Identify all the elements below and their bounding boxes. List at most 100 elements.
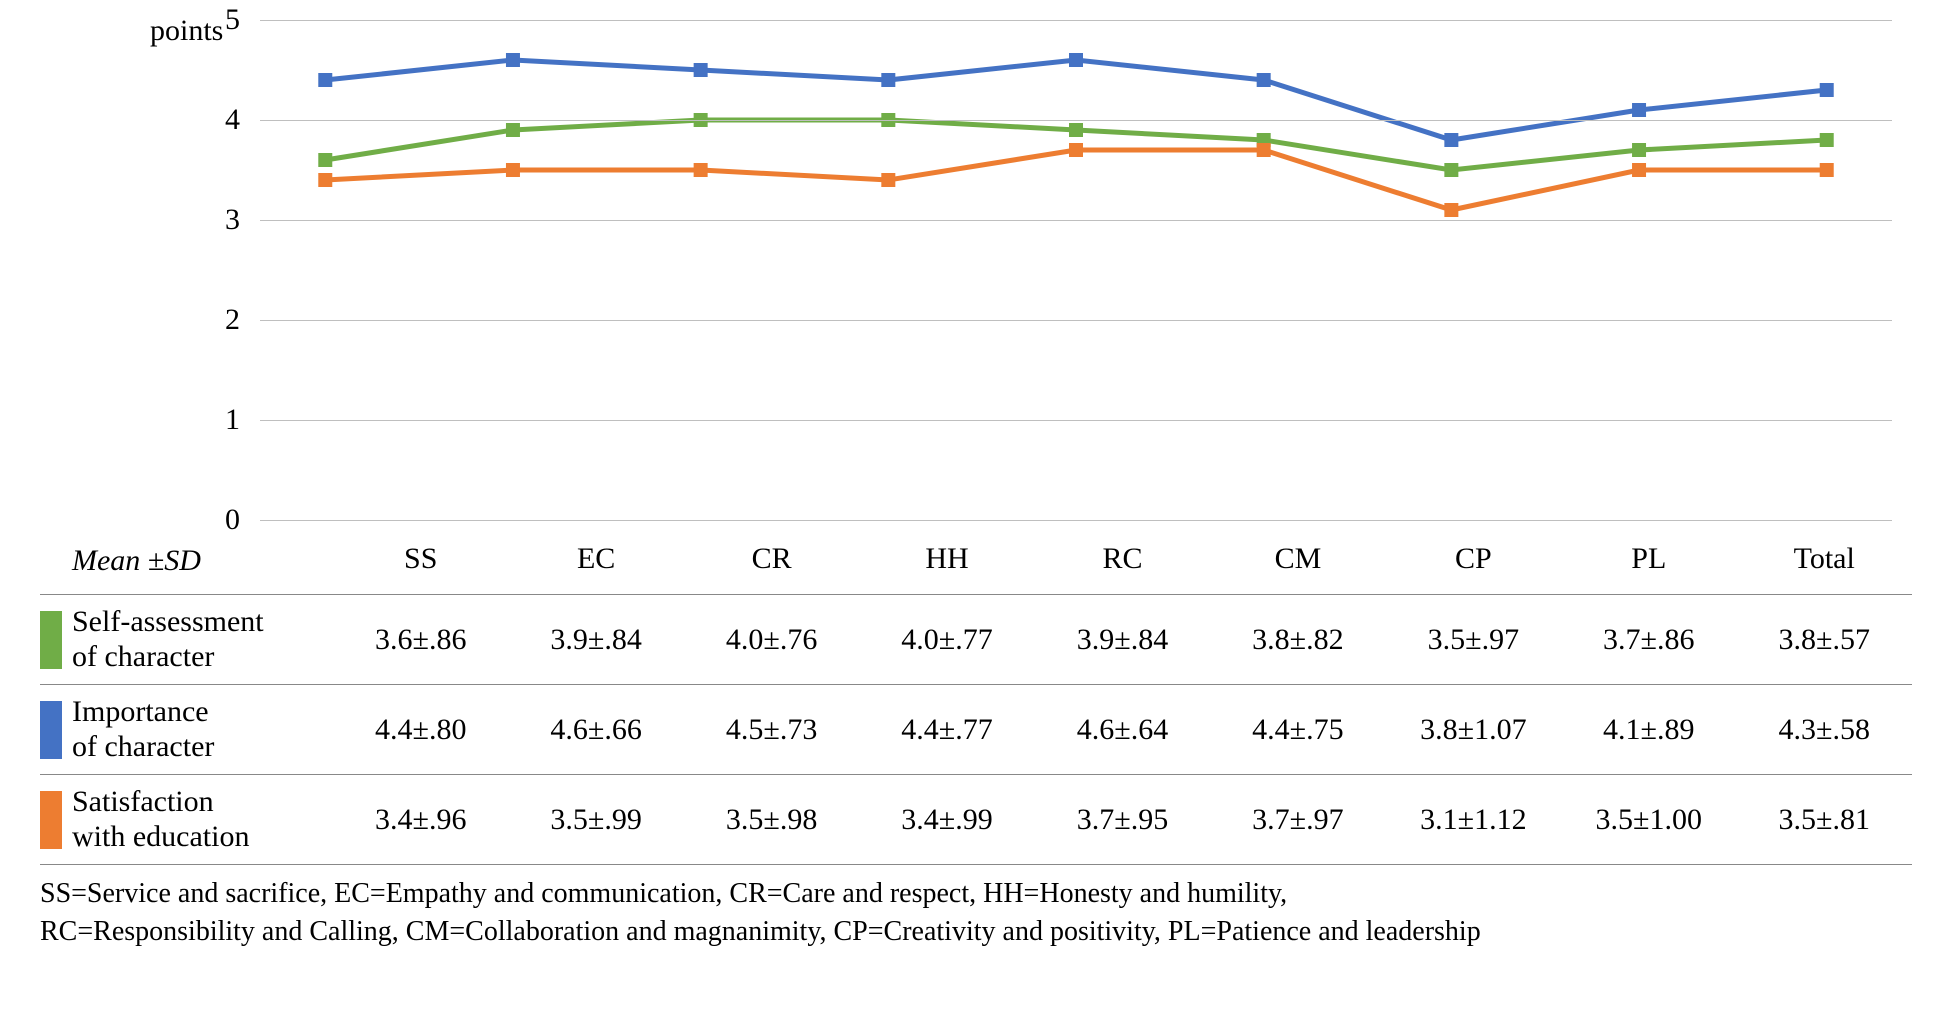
table-header-row: Mean ±SD SSECCRHHRCCMCPPLTotal (40, 528, 1912, 594)
series-marker-importance (506, 53, 520, 67)
table-cell: 4.4±.75 (1210, 691, 1385, 769)
column-header: CM (1210, 528, 1385, 594)
y-tick-label: 1 (200, 403, 240, 437)
table-cell: 4.6±.66 (508, 691, 683, 769)
table-cell: 3.5±1.00 (1561, 781, 1736, 859)
y-tick-label: 0 (200, 503, 240, 537)
table-cell: 3.7±.86 (1561, 601, 1736, 679)
table-cell: 3.8±.57 (1737, 601, 1912, 679)
table-row: Importanceof character4.4±.804.6±.664.5±… (40, 684, 1912, 774)
series-marker-importance (1820, 83, 1834, 97)
table-cell: 4.3±.58 (1737, 691, 1912, 769)
table-row: Self-assessmentof character3.6±.863.9±.8… (40, 594, 1912, 684)
gridline (260, 320, 1892, 321)
abbreviations-footnote: SS=Service and sacrifice, EC=Empathy and… (40, 864, 1912, 951)
header-label: Mean ±SD (62, 534, 333, 589)
table-cell: 4.6±.64 (1035, 691, 1210, 769)
series-marker-satisfaction (318, 173, 332, 187)
table-cell: 3.5±.99 (508, 781, 683, 859)
legend-swatch-cell (40, 685, 62, 774)
row-label-line: Self-assessment (72, 605, 327, 640)
series-marker-importance (1444, 133, 1458, 147)
table-cell: 3.6±.86 (333, 601, 508, 679)
column-header: SS (333, 528, 508, 594)
series-marker-self_assessment (1069, 123, 1083, 137)
column-header: PL (1561, 528, 1736, 594)
gridline (260, 220, 1892, 221)
y-tick-label: 4 (200, 103, 240, 137)
y-tick-label: 2 (200, 303, 240, 337)
series-marker-self_assessment (318, 153, 332, 167)
series-marker-importance (1257, 73, 1271, 87)
series-marker-importance (318, 73, 332, 87)
table-cell: 3.1±1.12 (1386, 781, 1561, 859)
swatch-spacer (40, 528, 62, 594)
table-cell: 4.5±.73 (684, 691, 859, 769)
gridline (260, 120, 1892, 121)
series-marker-importance (1069, 53, 1083, 67)
series-marker-self_assessment (1444, 163, 1458, 177)
footnote-line: SS=Service and sacrifice, EC=Empathy and… (40, 875, 1912, 913)
series-marker-satisfaction (1820, 163, 1834, 177)
series-marker-self_assessment (1820, 133, 1834, 147)
legend-swatch (40, 611, 62, 669)
column-header: EC (508, 528, 683, 594)
row-label: Self-assessmentof character (62, 595, 333, 684)
gridline (260, 520, 1892, 521)
legend-swatch (40, 701, 62, 759)
row-label-line: with education (72, 820, 327, 855)
table-cell: 4.1±.89 (1561, 691, 1736, 769)
series-marker-satisfaction (1632, 163, 1646, 177)
row-label-line: of character (72, 730, 327, 765)
series-marker-satisfaction (694, 163, 708, 177)
legend-swatch (40, 791, 62, 849)
series-marker-self_assessment (506, 123, 520, 137)
series-marker-self_assessment (1632, 143, 1646, 157)
series-marker-satisfaction (506, 163, 520, 177)
chart-svg (260, 20, 1892, 520)
gridline (260, 20, 1892, 21)
footnote-line: RC=Responsibility and Calling, CM=Collab… (40, 913, 1912, 951)
y-tick-label: 5 (200, 3, 240, 37)
legend-swatch-cell (40, 595, 62, 684)
row-label: Importanceof character (62, 685, 333, 774)
series-marker-importance (1632, 103, 1646, 117)
series-marker-satisfaction (881, 173, 895, 187)
row-label-line: Satisfaction (72, 785, 327, 820)
gridline (260, 420, 1892, 421)
table-cell: 4.4±.80 (333, 691, 508, 769)
plot-area (260, 20, 1892, 520)
table-cell: 3.8±.82 (1210, 601, 1385, 679)
series-marker-satisfaction (1069, 143, 1083, 157)
table-cell: 3.8±1.07 (1386, 691, 1561, 769)
series-marker-importance (694, 63, 708, 77)
table-cell: 3.9±.84 (1035, 601, 1210, 679)
table-cell: 3.5±.98 (684, 781, 859, 859)
column-header: HH (859, 528, 1034, 594)
table-cell: 4.4±.77 (859, 691, 1034, 769)
table-cell: 3.5±.81 (1737, 781, 1912, 859)
row-label-line: Importance (72, 695, 327, 730)
column-header: CP (1386, 528, 1561, 594)
table-cell: 3.4±.99 (859, 781, 1034, 859)
column-header: RC (1035, 528, 1210, 594)
series-marker-importance (881, 73, 895, 87)
column-header: CR (684, 528, 859, 594)
table-cell: 3.9±.84 (508, 601, 683, 679)
table-cell: 3.5±.97 (1386, 601, 1561, 679)
table-cell: 4.0±.76 (684, 601, 859, 679)
column-header: Total (1737, 528, 1912, 594)
row-label-line: of character (72, 640, 327, 675)
table-cell: 4.0±.77 (859, 601, 1034, 679)
row-label: Satisfactionwith education (62, 775, 333, 864)
table-cell: 3.7±.97 (1210, 781, 1385, 859)
series-marker-satisfaction (1444, 203, 1458, 217)
table-row: Satisfactionwith education3.4±.963.5±.99… (40, 774, 1912, 864)
figure-container: points 012345 Mean ±SD SSECCRHHRCCMCPPLT… (0, 0, 1952, 981)
table-cell: 3.7±.95 (1035, 781, 1210, 859)
data-table: Mean ±SD SSECCRHHRCCMCPPLTotal Self-asse… (40, 528, 1912, 864)
series-line-satisfaction (325, 150, 1826, 210)
line-chart: points 012345 (130, 20, 1912, 520)
table-cell: 3.4±.96 (333, 781, 508, 859)
series-marker-satisfaction (1257, 143, 1271, 157)
